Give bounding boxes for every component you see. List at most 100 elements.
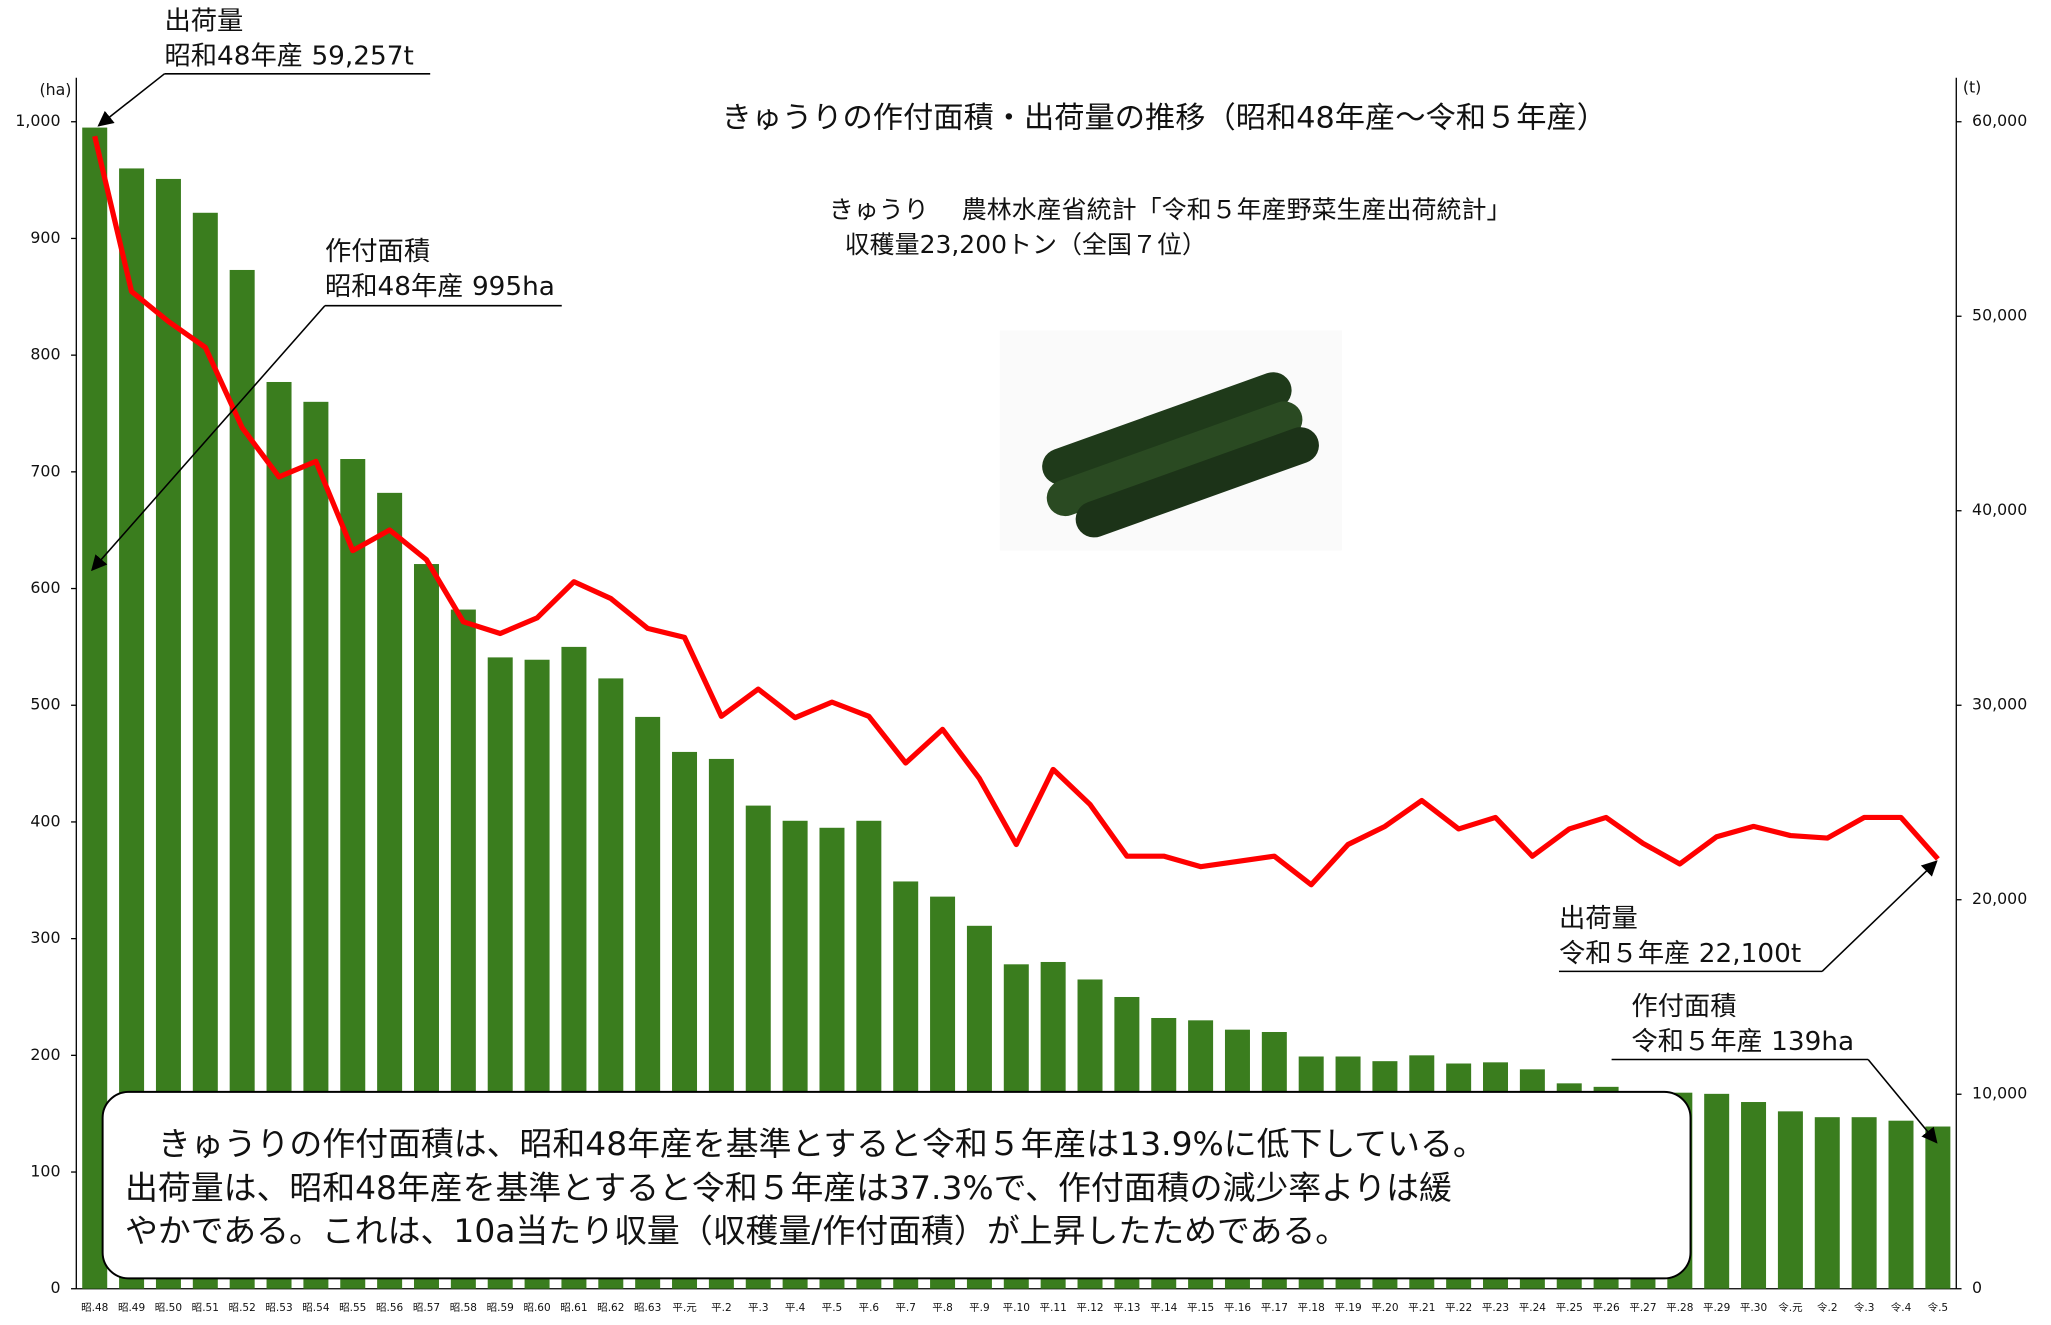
bar: [1777, 1111, 1803, 1289]
x-tick-label: 平.29: [1703, 1302, 1730, 1314]
y-tick-label: 100: [30, 1162, 60, 1181]
x-tick-label: 平.7: [895, 1302, 916, 1314]
x-tick-label: 平.21: [1408, 1302, 1435, 1314]
x-tick-label: 令.3: [1854, 1301, 1875, 1314]
annotation-arrow: [1867, 1058, 1938, 1144]
y-tick-label: 800: [30, 345, 60, 364]
x-tick-label: 昭.54: [302, 1302, 330, 1314]
x-tick-label: 平.30: [1740, 1302, 1767, 1314]
summary-box: きゅうりの作付面積は、昭和48年産を基準とすると令和５年産は13.9%に低下して…: [101, 1090, 1692, 1280]
summary-text: やかである。これは、10a当たり収量（収穫量/作付面積）が上昇したためである。: [125, 1212, 1348, 1250]
x-tick-label: 平.18: [1298, 1302, 1325, 1314]
x-tick-label: 平.9: [969, 1302, 990, 1314]
x-tick-label: 平.25: [1556, 1302, 1583, 1314]
x-tick-label: 昭.62: [597, 1302, 624, 1314]
x-tick-label: 昭.55: [339, 1302, 366, 1314]
x-tick-label: 平.26: [1592, 1302, 1619, 1314]
annotation-text: 作付面積: [1631, 992, 1736, 1022]
y-tick-label: 600: [30, 578, 60, 597]
y-axis-label: (ha): [39, 80, 71, 99]
y2-tick-label: 40,000: [1972, 500, 2027, 519]
chart-title: きゅうりの作付面積・出荷量の推移（昭和48年産～令和５年産）: [722, 101, 1607, 136]
x-tick-label: 昭.57: [413, 1302, 440, 1314]
x-tick-label: 昭.50: [155, 1302, 182, 1314]
annotation-arrow: [91, 305, 326, 572]
bar: [82, 127, 108, 1289]
annotation-arrow: [97, 73, 165, 127]
cucumber-image: [999, 330, 1342, 551]
note: 収穫量23,200トン（全国７位）: [845, 230, 1207, 259]
x-tick-label: 平.15: [1187, 1302, 1214, 1314]
y-tick-label: 500: [30, 695, 60, 714]
y2-tick-label: 30,000: [1972, 695, 2027, 714]
x-tick-label: 昭.49: [118, 1302, 145, 1314]
x-tick-label: 平.2: [711, 1302, 732, 1314]
bar: [1925, 1126, 1951, 1289]
x-tick-label: 平.27: [1629, 1302, 1656, 1314]
x-tick-label: 平.17: [1261, 1302, 1288, 1314]
x-tick-label: 平.6: [859, 1302, 880, 1314]
x-tick-label: 昭.56: [376, 1302, 403, 1314]
x-tick-label: 昭.60: [523, 1302, 550, 1314]
x-tick-label: 平.8: [932, 1302, 953, 1314]
x-tick-label: 令.2: [1817, 1301, 1838, 1314]
x-tick-label: 昭.51: [192, 1302, 219, 1314]
annotation-text: 令和５年産 22,100t: [1559, 939, 1801, 969]
bar: [1888, 1120, 1914, 1289]
summary-text: きゅうりの作付面積は、昭和48年産を基準とすると令和５年産は13.9%に低下して…: [158, 1125, 1486, 1163]
y-tick-label: 200: [30, 1045, 60, 1064]
x-tick-label: 平.10: [1003, 1302, 1030, 1314]
x-tick-label: 平.4: [785, 1302, 806, 1314]
annotation-text: 昭和48年産 59,257t: [164, 42, 413, 72]
y2-tick-label: 0: [1972, 1278, 1982, 1297]
summary-text: 出荷量は、昭和48年産を基準とすると令和５年産は37.3%で、作付面積の減少率よ…: [125, 1169, 1452, 1207]
y-tick-label: 300: [30, 928, 60, 947]
y-tick-label: 900: [30, 228, 60, 247]
x-tick-label: 平.22: [1445, 1302, 1472, 1314]
note: きゅうり 農林水産省統計「令和５年産野菜生産出荷統計」: [829, 195, 1512, 224]
x-tick-label: 平.5: [822, 1302, 843, 1314]
line: [92, 135, 1940, 888]
annotation-text: 作付面積: [325, 237, 430, 267]
y-tick-label: 400: [30, 812, 60, 831]
x-tick-label: 平.3: [748, 1302, 769, 1314]
y2-tick-label: 50,000: [1972, 306, 2027, 325]
x-tick-label: 平.23: [1482, 1302, 1509, 1314]
x-tick-label: 昭.48: [81, 1302, 108, 1314]
bar: [1704, 1093, 1730, 1289]
x-tick-label: 昭.58: [450, 1302, 477, 1314]
x-tick-label: 昭.53: [265, 1302, 292, 1314]
y2-axis-label: (t): [1963, 78, 1982, 97]
x-tick-label: 平.19: [1334, 1302, 1361, 1314]
annotation-text: 出荷量: [1559, 904, 1638, 934]
x-tick-label: 令.5: [1928, 1301, 1949, 1314]
y-tick-label: 0: [50, 1278, 60, 1297]
x-tick-label: 平.16: [1224, 1302, 1251, 1314]
x-tick-label: 平.12: [1076, 1302, 1103, 1314]
x-tick-label: 平.20: [1371, 1302, 1398, 1314]
annotation-arrow: [1821, 860, 1938, 972]
x-tick-label: 平.28: [1666, 1302, 1693, 1314]
x-tick-label: 平.13: [1113, 1302, 1140, 1314]
x-tick-label: 昭.61: [560, 1302, 587, 1314]
x-tick-label: 平.元: [672, 1302, 696, 1314]
y2-tick-label: 20,000: [1972, 889, 2027, 908]
x-tick-label: 平.11: [1040, 1302, 1067, 1314]
x-tick-label: 平.14: [1150, 1302, 1178, 1314]
y-tick-label: 1,000: [15, 111, 60, 130]
x-tick-label: 令.元: [1778, 1301, 1802, 1314]
annotation-text: 出荷量: [164, 7, 243, 37]
x-tick-label: 昭.59: [487, 1302, 514, 1314]
x-tick-label: 令.4: [1891, 1301, 1912, 1314]
bar: [1741, 1102, 1767, 1289]
x-tick-label: 昭.63: [634, 1302, 661, 1314]
bar: [1851, 1117, 1877, 1289]
annotation-text: 令和５年産 139ha: [1631, 1027, 1854, 1057]
bar: [1814, 1117, 1840, 1289]
y-tick-label: 700: [30, 461, 60, 480]
y2-tick-label: 60,000: [1972, 111, 2027, 130]
x-tick-label: 平.24: [1519, 1302, 1547, 1314]
y2-tick-label: 10,000: [1972, 1084, 2027, 1103]
annotation-text: 昭和48年産 995ha: [325, 272, 555, 302]
